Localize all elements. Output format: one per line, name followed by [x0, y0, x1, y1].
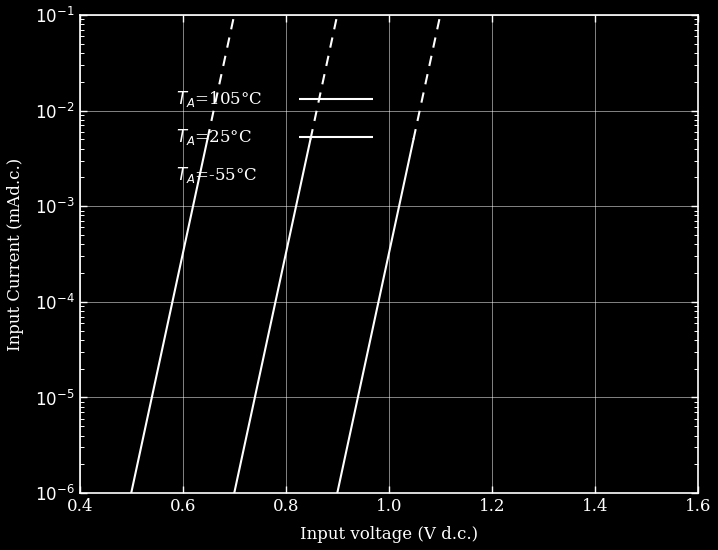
Text: $T_A$=105°C: $T_A$=105°C	[175, 89, 262, 109]
Text: $T_A$=-55°C: $T_A$=-55°C	[175, 165, 257, 185]
X-axis label: Input voltage (V d.c.): Input voltage (V d.c.)	[299, 526, 478, 543]
Text: $T_A$=25°C: $T_A$=25°C	[175, 127, 251, 147]
Y-axis label: Input Current (mAd.c.): Input Current (mAd.c.)	[7, 157, 24, 351]
